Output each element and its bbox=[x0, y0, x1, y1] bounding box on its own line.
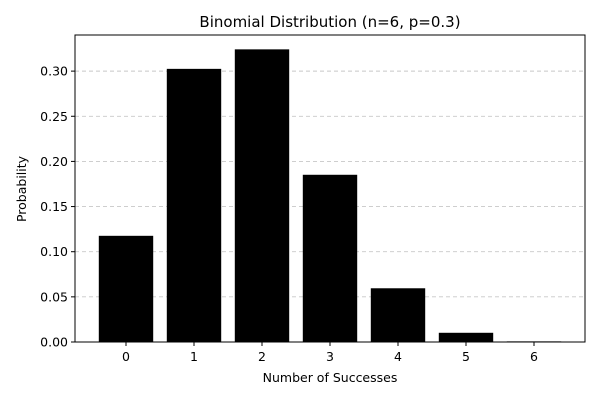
x-tick-label: 3 bbox=[326, 349, 334, 364]
y-tick-label: 0.30 bbox=[40, 64, 68, 79]
x-axis-ticks: 0 1 2 3 4 5 6 bbox=[122, 342, 538, 364]
bar-1 bbox=[166, 68, 222, 342]
x-axis-label: Number of Successes bbox=[263, 370, 398, 385]
bar-5 bbox=[438, 332, 494, 342]
y-tick-label: 0.00 bbox=[40, 335, 68, 350]
bar-4 bbox=[370, 288, 426, 342]
y-tick-label: 0.25 bbox=[40, 109, 68, 124]
x-tick-label: 2 bbox=[258, 349, 266, 364]
bar-0 bbox=[98, 235, 154, 342]
bars-group bbox=[98, 49, 562, 343]
chart-title: Binomial Distribution (n=6, p=0.3) bbox=[199, 13, 460, 31]
y-tick-label: 0.05 bbox=[40, 289, 68, 304]
x-tick-label: 4 bbox=[394, 349, 402, 364]
y-tick-label: 0.15 bbox=[40, 199, 68, 214]
bar-3 bbox=[302, 174, 358, 342]
y-axis-ticks: 0.00 0.05 0.10 0.15 0.20 0.25 0.30 bbox=[40, 64, 75, 350]
x-tick-label: 1 bbox=[190, 349, 198, 364]
x-tick-label: 5 bbox=[462, 349, 470, 364]
x-tick-label: 0 bbox=[122, 349, 130, 364]
y-tick-label: 0.10 bbox=[40, 244, 68, 259]
x-tick-label: 6 bbox=[530, 349, 538, 364]
bar-2 bbox=[234, 49, 290, 343]
y-axis-label: Probability bbox=[14, 155, 29, 222]
y-tick-label: 0.20 bbox=[40, 154, 68, 169]
